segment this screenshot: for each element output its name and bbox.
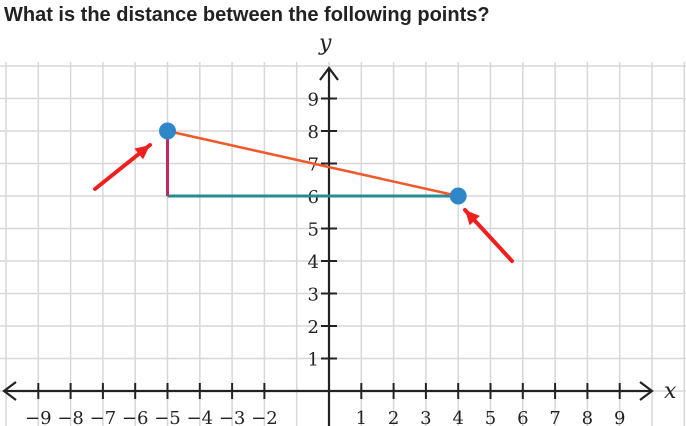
question-title: What is the distance between the followi…	[4, 4, 490, 26]
x-tick-label: −8	[57, 408, 84, 426]
x-tick-label: −5	[154, 408, 181, 426]
x-tick-label: −7	[90, 408, 117, 426]
hypotenuse-segment	[167, 129, 459, 198]
arrow-to-point-a-head-icon	[134, 145, 150, 160]
y-tick-label: 5	[308, 220, 319, 241]
x-tick-label: 6	[517, 408, 528, 426]
arrow-to-point-b-head-icon	[465, 210, 480, 226]
x-tick-label: −2	[251, 408, 278, 426]
tick-labels: −9−8−7−6−5−4−3−2123456789123456789	[25, 90, 625, 426]
x-tick-label: 4	[452, 408, 463, 426]
y-tick-label: 1	[308, 350, 319, 371]
x-tick-label: 7	[549, 408, 560, 426]
y-tick-label: 4	[308, 252, 319, 273]
y-tick-label: 8	[308, 122, 319, 143]
y-tick-label: 9	[308, 90, 319, 111]
y-tick-label: 7	[308, 155, 319, 176]
x-tick-label: 1	[356, 408, 367, 426]
x-axis-left-arrow-icon	[2, 381, 17, 401]
point-a[interactable]	[159, 122, 176, 140]
annotation-arrows	[93, 143, 514, 263]
axes	[2, 66, 654, 426]
point-b[interactable]	[449, 187, 467, 205]
triangle-segments	[166, 129, 459, 198]
x-axis-label: x	[664, 379, 677, 404]
y-axis-label: y	[318, 31, 332, 56]
plotted-points[interactable]	[159, 122, 467, 205]
grid-lines	[0, 62, 686, 426]
y-axis-up-arrow-icon	[319, 66, 339, 81]
x-tick-label: −3	[219, 408, 246, 426]
x-axis-right-arrow-icon	[639, 381, 654, 401]
x-tick-label: 5	[485, 408, 496, 426]
axis-ticks	[37, 97, 621, 399]
x-tick-label: 2	[388, 408, 399, 426]
x-tick-label: 9	[614, 408, 625, 426]
x-tick-label: 8	[582, 408, 593, 426]
y-tick-label: 3	[308, 285, 319, 306]
x-tick-label: −4	[187, 408, 214, 426]
y-tick-label: 2	[308, 317, 319, 338]
x-tick-label: −6	[122, 408, 149, 426]
x-tick-label: 3	[420, 408, 431, 426]
x-tick-label: −9	[25, 408, 52, 426]
